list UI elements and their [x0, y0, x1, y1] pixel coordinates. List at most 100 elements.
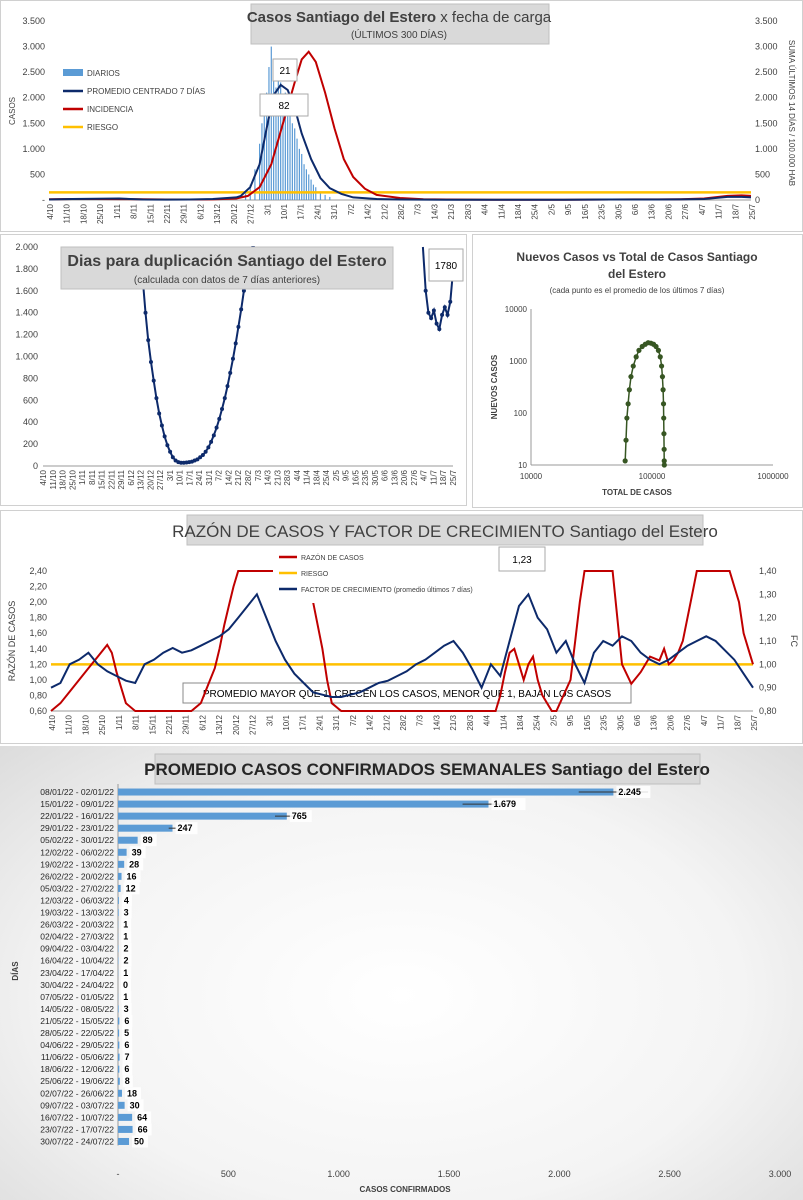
x-tick-label: 13/12 [213, 203, 222, 224]
x-tick-label: 7/2 [349, 714, 358, 726]
x-tick-label: 18/4 [516, 714, 525, 730]
y-tick-label: 1.500 [22, 118, 45, 128]
value-label: 1 [123, 992, 128, 1002]
x-tick-label: 18/10 [59, 469, 68, 490]
x-tick-label: 500 [221, 1169, 236, 1179]
scatter-point [622, 458, 628, 464]
value-label-bg [121, 930, 132, 943]
title-box [60, 246, 394, 290]
x-tick-label: 9/5 [566, 714, 575, 726]
x-tick-label: 1.000 [327, 1169, 350, 1179]
new-vs-total-chart: Nuevos Casos vs Total de Casos Santiago d… [490, 250, 789, 497]
value-label: 28 [129, 859, 139, 869]
y-tick-label: 2,40 [29, 566, 47, 576]
doubling-point [423, 288, 428, 293]
value-label: 7 [125, 1052, 130, 1062]
scatter-point [660, 401, 667, 407]
x-tick-label: 8/11 [132, 714, 141, 730]
x-tick-label: 11/4 [497, 203, 506, 219]
x-tick-label: 25/7 [748, 203, 757, 219]
daily-bar [310, 179, 312, 200]
x-tick-label: 16/5 [583, 714, 592, 730]
chart-title-line-1: Nuevos Casos vs Total de Casos Santiago [516, 250, 757, 264]
x-tick-label: 31/1 [332, 714, 341, 730]
doubling-point [214, 425, 219, 430]
y-tick-label-right: 0 [755, 195, 760, 205]
x-tick-label: 20/12 [230, 203, 239, 224]
y-tick-label: 1.800 [15, 264, 38, 274]
value-label: 8 [125, 1076, 130, 1086]
doubling-point [225, 384, 230, 389]
value-label-bg [121, 1002, 132, 1015]
growth-factor-chart: RAZÓN DE CASOS Y FACTOR DE CRECIMIENTO S… [7, 514, 799, 735]
x-tick-label: 18/10 [81, 714, 90, 735]
weekly-bar [118, 1053, 120, 1061]
y-axis-label: DÍAS [11, 961, 20, 981]
weekly-bar [118, 872, 122, 880]
y-axis-label-right: SUMA ÚLTIMOS 14 DÍAS / 100.000 HAB [787, 40, 796, 186]
weekly-average-chart: PROMEDIO CASOS CONFIRMADOS SEMANALES San… [11, 753, 791, 1194]
x-tick-label: 18/7 [733, 714, 742, 730]
weekly-bar [118, 1113, 133, 1121]
doubling-point [206, 445, 211, 450]
doubling-point [434, 321, 439, 326]
doubling-point [195, 457, 200, 462]
chart-title: Casos Santiago del Estero x fecha de car… [247, 9, 552, 26]
scatter-point [628, 374, 634, 380]
x-tick-label: 4/7 [700, 714, 709, 726]
x-tick-label: 10/1 [176, 469, 185, 485]
doubling-point [143, 310, 148, 315]
x-tick-label: 28/3 [466, 714, 475, 730]
annotation-label: 21 [279, 66, 291, 77]
daily-bar [263, 107, 265, 200]
doubling-point [165, 443, 170, 448]
x-tick-label: 4/7 [698, 203, 707, 215]
y-axis-label: RAZÓN DE CASOS [7, 601, 17, 682]
x-tick-label: 27/6 [683, 714, 692, 730]
x-tick-label: 7/2 [215, 469, 224, 481]
x-tick-label: 11/4 [499, 714, 508, 730]
y-tick-label: 10 [518, 461, 527, 470]
doubling-point [146, 338, 151, 343]
y-tick-label: 1.000 [15, 352, 38, 362]
daily-bar [270, 46, 272, 201]
x-tick-label: 18/4 [312, 469, 321, 485]
x-tick-label: 16/5 [351, 469, 360, 485]
value-label-bg [491, 798, 526, 811]
category-label: 16/04/22 - 10/04/22 [40, 956, 114, 966]
doubling-point [445, 312, 450, 317]
x-tick-label: 17/1 [297, 203, 306, 219]
weekly-bar [118, 1065, 120, 1073]
doubling-point [233, 341, 238, 346]
panel-growth-factor: RAZÓN DE CASOS Y FACTOR DE CRECIMIENTO S… [0, 510, 803, 744]
value-label-bg [129, 846, 146, 859]
category-label: 09/07/22 - 03/07/22 [40, 1100, 114, 1110]
value-label: 6 [124, 1040, 129, 1050]
value-label: 30 [130, 1100, 140, 1110]
x-tick-label: 25/10 [96, 203, 105, 224]
daily-bar [303, 164, 305, 200]
value-label-bg [127, 858, 144, 871]
panel-new-vs-total: Nuevos Casos vs Total de Casos Santiago d… [472, 234, 803, 508]
x-tick-label: 100000 [639, 472, 666, 481]
category-label: 19/02/22 - 13/02/22 [40, 859, 114, 869]
x-tick-label: 27/12 [247, 203, 256, 224]
scatter-point [661, 458, 667, 464]
y-tick-label-right: 1,30 [759, 589, 777, 599]
x-tick-label: 6/6 [631, 203, 640, 215]
x-tick-label: 30/5 [614, 203, 623, 219]
category-label: 11/06/22 - 05/06/22 [41, 1052, 114, 1062]
x-tick-label: 23/5 [600, 714, 609, 730]
value-label-bg [122, 1075, 133, 1088]
panel-daily-cases: Casos Santiago del Estero x fecha de car… [0, 0, 803, 232]
weekly-bar [118, 896, 119, 904]
chart-title: RAZÓN DE CASOS Y FACTOR DE CRECIMIENTO S… [172, 522, 718, 541]
scatter-point [659, 374, 666, 380]
value-label: 4 [124, 895, 129, 905]
x-tick-label: 2.000 [548, 1169, 571, 1179]
x-tick-label: 29/11 [117, 469, 126, 489]
chart-title-place: Santiago del Estero [569, 522, 717, 541]
y-tick-label: 2.500 [22, 67, 45, 77]
x-tick-label: 18/4 [514, 203, 523, 219]
doubling-point [448, 299, 453, 304]
